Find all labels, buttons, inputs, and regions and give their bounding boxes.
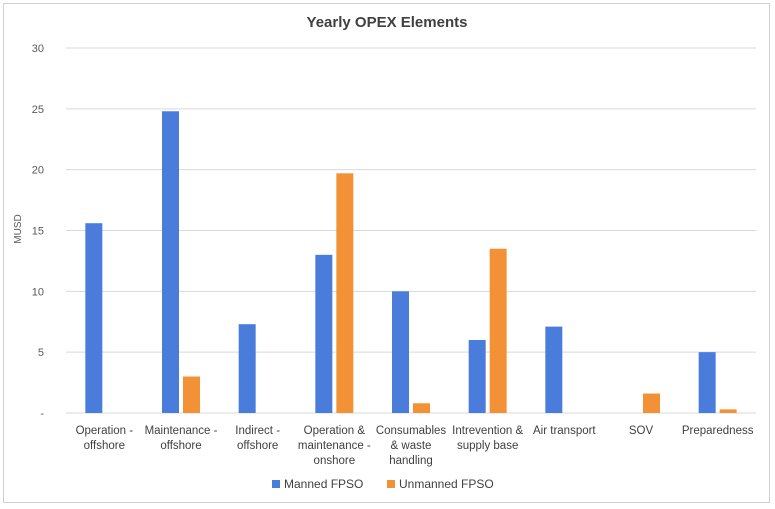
x-tick-label: Operation -offshore [76,425,134,452]
x-tick-label: SOV [629,425,654,437]
legend-swatch [387,480,395,488]
bar-manned [698,352,716,413]
bar-unmanned [643,393,660,413]
bar-manned [468,340,486,413]
y-tick-label: 25 [32,104,44,116]
x-tick-label: Preparedness [682,425,754,437]
bars [85,111,737,414]
bar-manned [162,111,179,414]
x-tick-label: Consumables & waste handling [376,425,447,467]
legend-label: Unmanned FPSO [399,477,494,491]
y-axis-ticks: - 5 10 15 20 25 30 [32,43,45,420]
x-tick-label: Air transport [533,425,596,437]
y-tick-label: 15 [32,226,44,238]
bar-unmanned [183,376,200,413]
bar-manned [85,223,103,413]
chart-title: Yearly OPEX Elements [307,14,468,31]
y-tick-label: 20 [32,165,44,177]
x-tick-label: Operation & maintenance -onshore [298,425,371,467]
bar-manned [392,291,409,413]
y-axis-label: MUSD [13,214,24,243]
bar-manned [545,326,563,413]
chart-frame: Yearly OPEX Elements MUSD - 5 10 15 20 25 30 O… [3,3,770,503]
gridlines [66,47,756,414]
x-tick-label: Maintenance -offshore [145,425,218,452]
bar-unmanned [489,248,507,413]
x-tick-label: Intrevention & supply base [452,425,523,452]
y-tick-label: 5 [38,347,44,359]
y-tick-label: - [40,408,44,420]
bar-unmanned [336,173,354,413]
legend-label: Manned FPSO [284,477,363,491]
y-tick-label: 30 [32,43,44,55]
x-axis-labels: Operation -offshore Maintenance -offshore… [76,425,754,467]
bar-chart: Yearly OPEX Elements MUSD - 5 10 15 20 25 30 O… [13,14,756,491]
x-tick-label: Indirect -offshore [235,425,280,452]
bar-unmanned [719,409,737,413]
legend: Manned FPSO Unmanned FPSO [272,477,494,491]
bar-manned [238,324,256,413]
y-tick-label: 10 [32,286,44,298]
legend-swatch [272,480,280,488]
bar-unmanned [413,403,430,413]
bar-manned [315,254,333,413]
